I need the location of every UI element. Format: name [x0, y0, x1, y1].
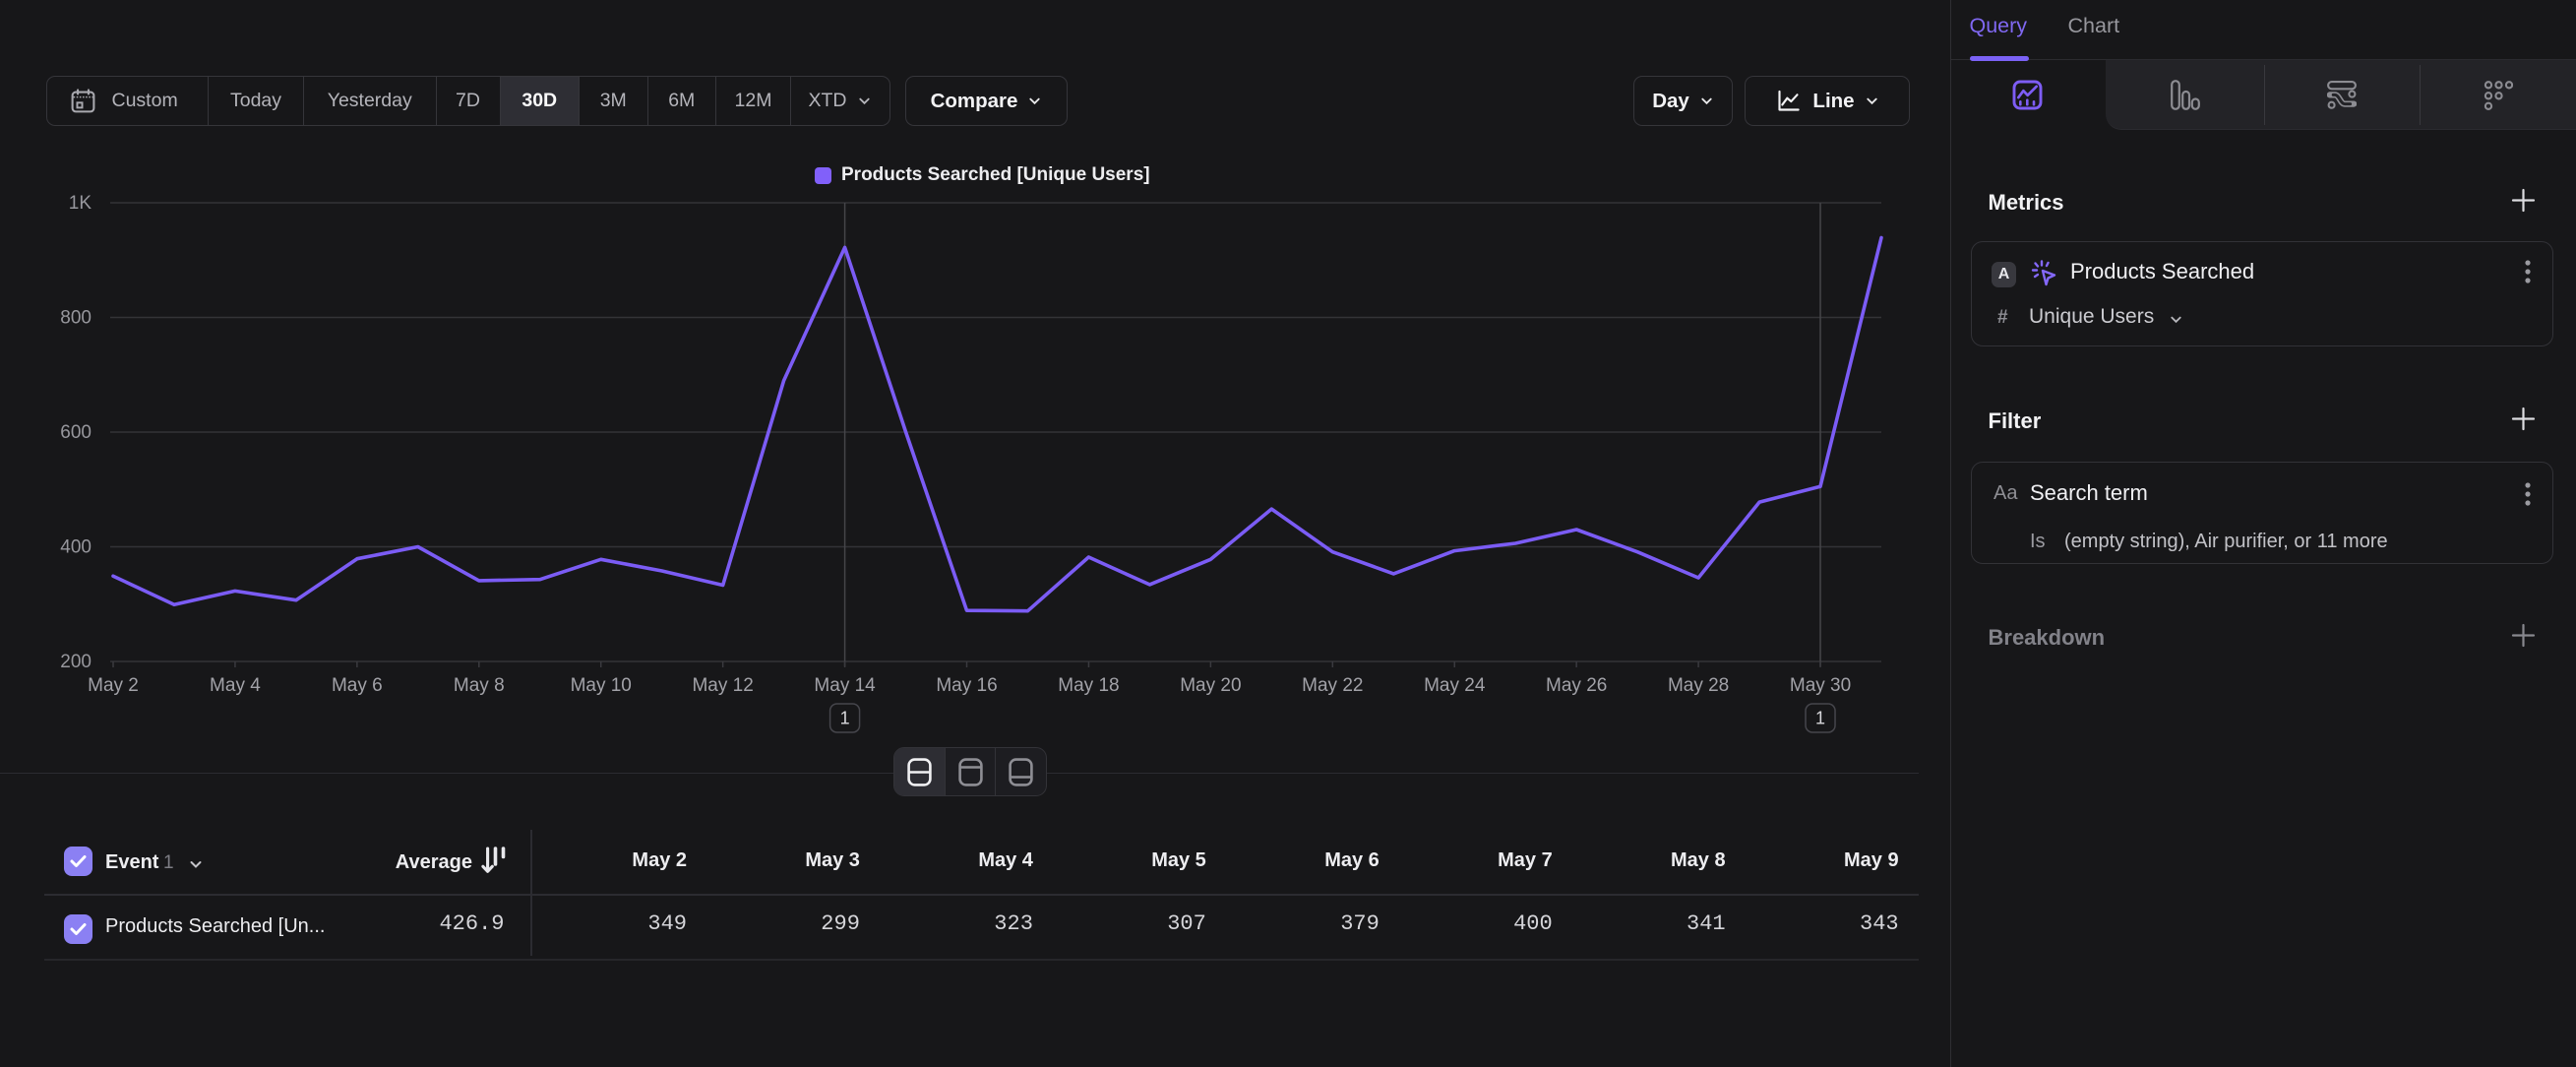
svg-text:May 14: May 14 — [814, 675, 876, 696]
svg-text:1: 1 — [840, 708, 850, 727]
svg-text:May 8: May 8 — [454, 675, 505, 696]
svg-text:May 30: May 30 — [1790, 675, 1851, 696]
svg-text:600: 600 — [60, 422, 92, 443]
svg-text:May 26: May 26 — [1546, 675, 1607, 696]
svg-text:1K: 1K — [69, 193, 92, 214]
svg-text:May 22: May 22 — [1302, 675, 1363, 696]
svg-text:May 18: May 18 — [1058, 675, 1119, 696]
svg-text:May 24: May 24 — [1424, 675, 1486, 696]
svg-text:200: 200 — [60, 652, 92, 672]
svg-text:400: 400 — [60, 537, 92, 558]
svg-text:1: 1 — [1815, 708, 1825, 727]
svg-text:May 20: May 20 — [1180, 675, 1241, 696]
svg-text:800: 800 — [60, 308, 92, 329]
svg-text:May 2: May 2 — [88, 675, 139, 696]
svg-text:May 10: May 10 — [571, 675, 632, 696]
svg-text:May 16: May 16 — [936, 675, 997, 696]
svg-text:May 12: May 12 — [692, 675, 753, 696]
svg-text:May 4: May 4 — [210, 675, 261, 696]
svg-text:May 6: May 6 — [332, 675, 383, 696]
svg-text:May 28: May 28 — [1668, 675, 1729, 696]
